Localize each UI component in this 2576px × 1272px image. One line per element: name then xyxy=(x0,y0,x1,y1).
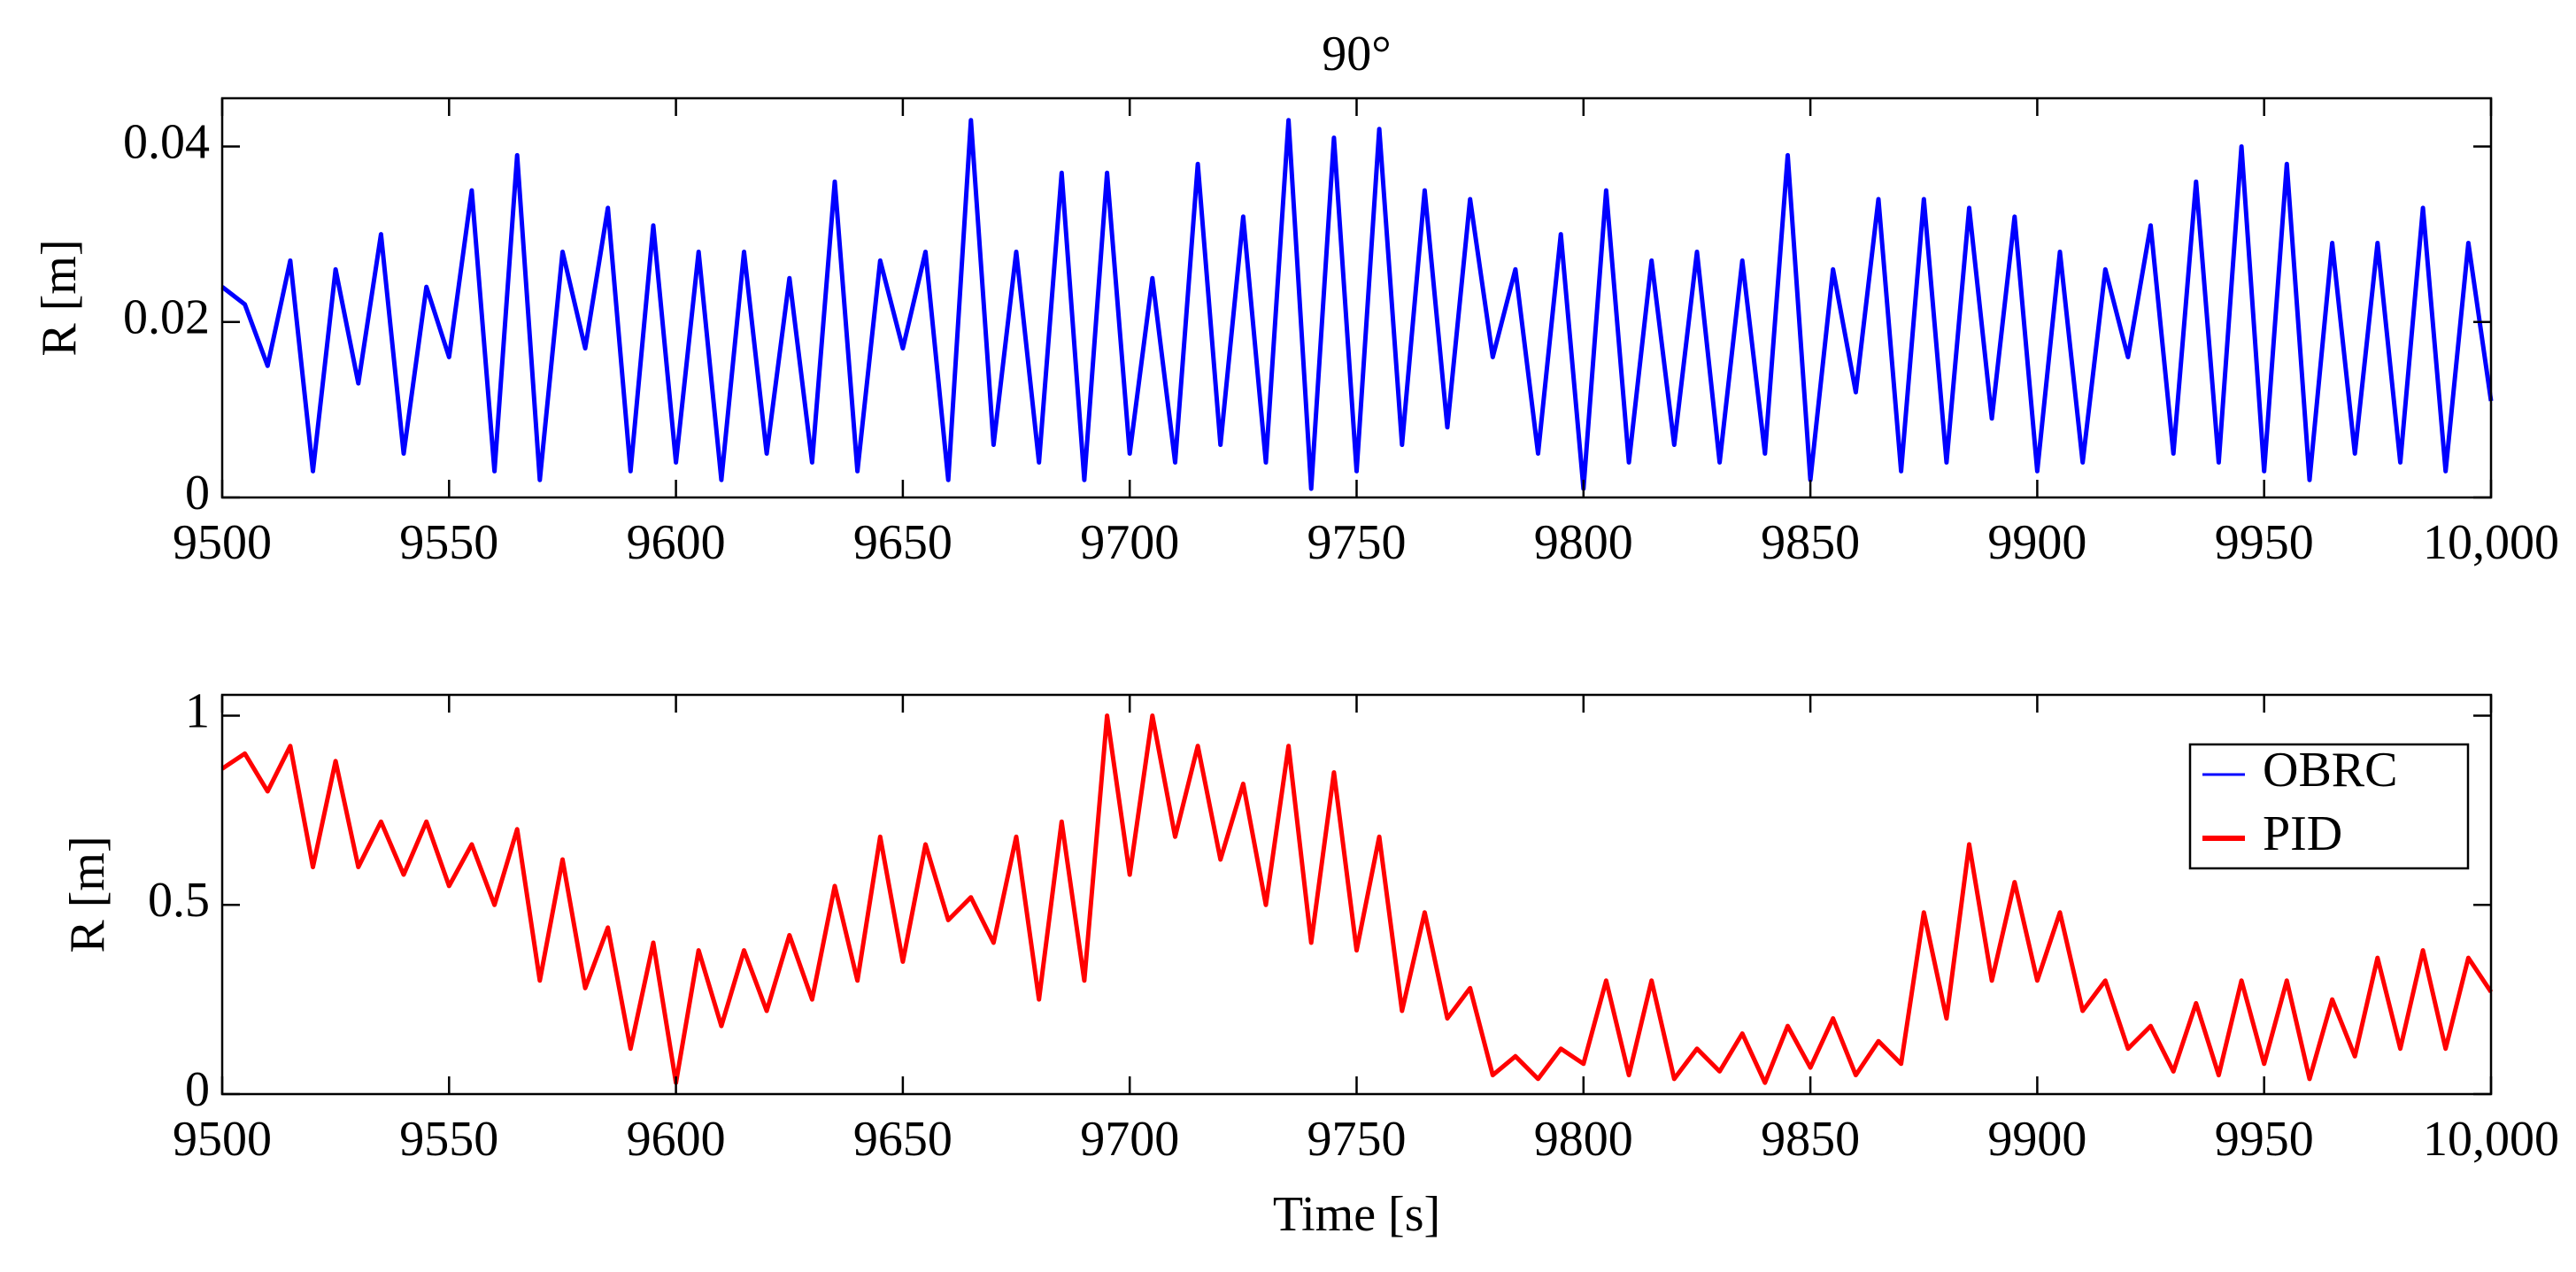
x-tick-label: 9750 xyxy=(1307,515,1407,570)
x-tick-label: 10,000 xyxy=(2423,515,2559,570)
x-tick-label: 9650 xyxy=(853,1112,953,1167)
y-axis-label: R [m] xyxy=(60,836,115,952)
y-tick-label: 0.04 xyxy=(123,114,210,169)
y-axis-label: R [m] xyxy=(32,239,87,356)
y-tick-label: 0 xyxy=(185,1062,210,1117)
legend-label: OBRC xyxy=(2263,743,2398,798)
x-tick-label: 9600 xyxy=(627,515,726,570)
chart-title: 90° xyxy=(1322,27,1391,81)
x-tick-label: 9500 xyxy=(173,1112,272,1167)
plot-frame xyxy=(220,693,2493,1096)
data-line xyxy=(220,713,2494,1085)
y-tick-label: 0.02 xyxy=(123,290,210,345)
x-tick-label: 9900 xyxy=(1987,515,2086,570)
x-tick-label: 9950 xyxy=(2215,1112,2314,1167)
y-tick-label: 0.5 xyxy=(148,873,210,928)
x-tick-label: 9800 xyxy=(1534,1112,1633,1167)
x-tick-label: 9850 xyxy=(1761,515,1860,570)
x-tick-label: 9950 xyxy=(2215,515,2314,570)
x-tick-label: 9700 xyxy=(1080,1112,1179,1167)
x-tick-label: 9650 xyxy=(853,515,953,570)
x-tick-label: 9700 xyxy=(1080,515,1179,570)
x-tick-label: 9900 xyxy=(1987,1112,2086,1167)
x-tick-label: 9500 xyxy=(173,515,272,570)
data-line xyxy=(220,118,2494,491)
legend-box xyxy=(2188,743,2470,870)
x-tick-label: 9550 xyxy=(399,515,498,570)
x-tick-label: 9600 xyxy=(627,1112,726,1167)
plot-frame xyxy=(220,96,2493,499)
x-tick-label: 9800 xyxy=(1534,515,1633,570)
legend-label: PID xyxy=(2263,806,2342,861)
x-axis-label: Time [s] xyxy=(1273,1187,1440,1242)
x-tick-label: 9850 xyxy=(1761,1112,1860,1167)
x-tick-label: 9750 xyxy=(1307,1112,1407,1167)
x-tick-label: 10,000 xyxy=(2423,1112,2559,1167)
y-tick-label: 1 xyxy=(185,683,210,738)
x-tick-label: 9550 xyxy=(399,1112,498,1167)
y-tick-label: 0 xyxy=(185,466,210,520)
